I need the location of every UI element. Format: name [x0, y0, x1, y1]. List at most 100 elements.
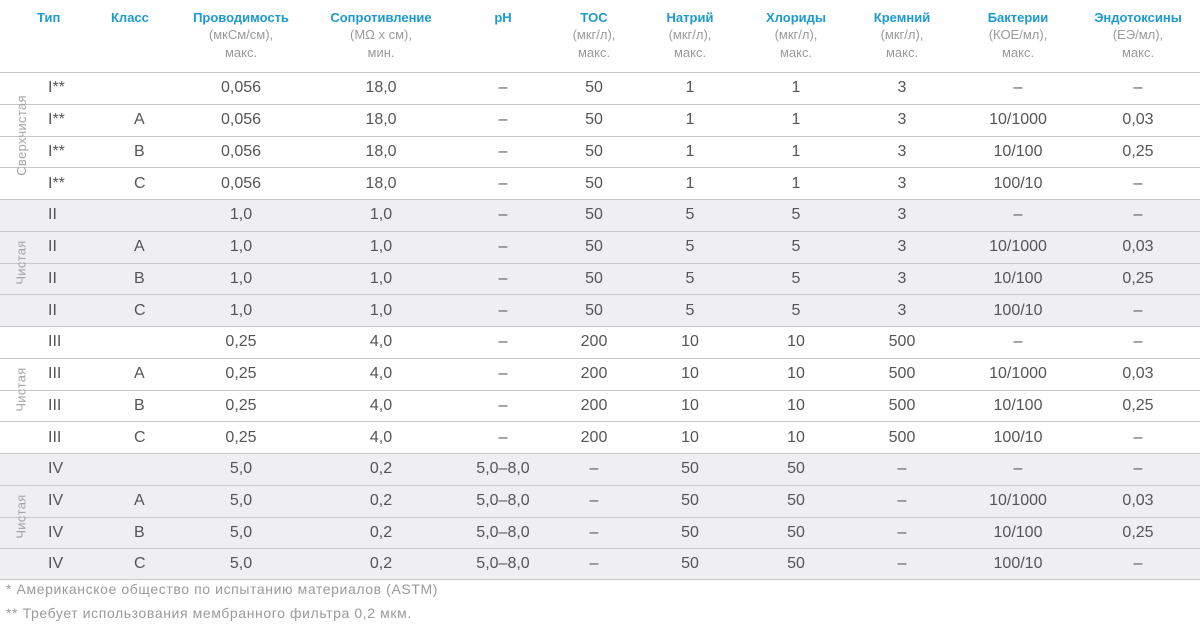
cell-bacteria: 100/10: [993, 555, 1043, 573]
cell-cond: 1,0: [229, 269, 253, 287]
header-bacteria-name: Бактерии: [987, 10, 1049, 25]
cell-silicon: 3: [897, 79, 907, 97]
cell-bacteria: –: [1013, 206, 1023, 224]
table-row: III C 0,25 4,0 – 200 10 10 500 100/10 –: [0, 421, 1200, 453]
cell-sodium: 10: [681, 333, 699, 351]
header-toc-name: TOC: [580, 10, 608, 25]
cell-silicon: 3: [897, 301, 907, 319]
cell-sodium: 50: [681, 460, 699, 478]
cell-silicon: 3: [897, 142, 907, 160]
cell-endotox: 0,03: [1122, 111, 1154, 129]
cell-chloride: 5: [791, 269, 801, 287]
table-row: III A 0,25 4,0 – 200 10 10 500 10/1000 0,03: [0, 357, 1200, 390]
cell-bacteria: –: [1013, 333, 1023, 351]
cell-class: B: [134, 142, 145, 160]
cell-cond: 0,25: [225, 365, 257, 383]
cell-endotox: 0,25: [1122, 142, 1154, 160]
cell-class: B: [134, 523, 145, 541]
footnote-astm: * Американское общество по испытанию мат…: [6, 581, 439, 597]
cell-silicon: 500: [888, 428, 916, 446]
cell-chloride: 50: [787, 460, 805, 478]
cell-sodium: 5: [685, 238, 695, 256]
cell-bacteria: 100/10: [993, 301, 1043, 319]
cell-endotox: 0,03: [1122, 238, 1154, 256]
cell-silicon: 3: [897, 111, 907, 129]
header-resist-name: Сопротивление: [330, 10, 432, 25]
cell-sodium: 10: [681, 396, 699, 414]
cell-endotox: –: [1133, 555, 1143, 573]
table-row: IV B 5,0 0,2 5,0–8,0 – 50 50 – 10/100 0,25: [0, 516, 1200, 549]
cell-endotox: 0,25: [1122, 523, 1154, 541]
cell-silicon: 3: [897, 269, 907, 287]
cell-bacteria: 10/1000: [989, 365, 1047, 383]
cell-toc: 200: [580, 428, 608, 446]
cell-class: C: [134, 301, 146, 319]
cell-toc: 50: [585, 206, 603, 224]
header-chloride-limit: макс.: [779, 45, 813, 60]
cell-ph: –: [498, 206, 508, 224]
cell-sodium: 5: [685, 301, 695, 319]
cell-toc: –: [589, 523, 599, 541]
cell-silicon: 3: [897, 174, 907, 192]
cell-type: I**: [48, 142, 65, 160]
cell-silicon: –: [897, 523, 907, 541]
cell-resist: 4,0: [369, 428, 393, 446]
group-label: Чистая: [0, 199, 42, 326]
cell-class: C: [134, 555, 146, 573]
cell-ph: –: [498, 396, 508, 414]
cell-resist: 0,2: [369, 555, 393, 573]
header-silicon-limit: макс.: [885, 45, 919, 60]
cell-sodium: 50: [681, 492, 699, 510]
cell-resist: 18,0: [365, 111, 397, 129]
cell-endotox: 0,03: [1122, 492, 1154, 510]
group-label: Сверхчистая: [0, 72, 42, 199]
cell-cond: 1,0: [229, 301, 253, 319]
header-endotox-limit: макс.: [1121, 45, 1155, 60]
cell-type: II: [48, 238, 57, 256]
header-endotox-unit: (ЕЭ/мл),: [1112, 27, 1164, 42]
cell-cond: 5,0: [229, 555, 253, 573]
cell-endotox: –: [1133, 460, 1143, 478]
cell-chloride: 50: [787, 555, 805, 573]
cell-cond: 0,056: [220, 174, 262, 192]
cell-resist: 4,0: [369, 333, 393, 351]
cell-type: I**: [48, 111, 65, 129]
cell-endotox: –: [1133, 206, 1143, 224]
cell-ph: –: [498, 111, 508, 129]
cell-toc: –: [589, 460, 599, 478]
cell-type: III: [48, 365, 62, 383]
cell-ph: –: [498, 301, 508, 319]
cell-resist: 1,0: [369, 301, 393, 319]
header-type-name: Тип: [37, 10, 61, 25]
cell-toc: –: [589, 555, 599, 573]
cell-type: IV: [48, 460, 64, 478]
cell-endotox: –: [1133, 174, 1143, 192]
cell-chloride: 10: [787, 428, 805, 446]
header-resist-unit: (MΩ x см),: [350, 27, 412, 42]
cell-cond: 1,0: [229, 238, 253, 256]
cell-toc: 200: [580, 333, 608, 351]
cell-resist: 18,0: [365, 174, 397, 192]
header-class-name: Класс: [111, 10, 149, 25]
cell-chloride: 5: [791, 238, 801, 256]
cell-bacteria: 10/1000: [989, 492, 1047, 510]
cell-class: B: [134, 396, 145, 414]
cell-silicon: –: [897, 492, 907, 510]
cell-resist: 1,0: [369, 206, 393, 224]
cell-bacteria: 100/10: [993, 428, 1043, 446]
cell-toc: –: [589, 492, 599, 510]
header-ph-name: pH: [494, 10, 512, 25]
cell-ph: –: [498, 142, 508, 160]
cell-cond: 0,25: [225, 428, 257, 446]
header-bacteria: Бактерии (КОЕ/мл), макс.: [948, 10, 1088, 62]
cell-chloride: 1: [791, 174, 801, 192]
cell-cond: 5,0: [229, 492, 253, 510]
table-row: I** 0,056 18,0 – 50 1 1 3 – –: [0, 72, 1200, 104]
footnote-membrane: ** Требует использования мембранного фил…: [6, 605, 412, 621]
group-label-text: Сверхчистая: [13, 95, 29, 176]
group-label-text: Чистая: [13, 240, 29, 285]
header-sodium-unit: (мкг/л),: [668, 27, 712, 42]
table-row: II 1,0 1,0 – 50 5 5 3 – –: [0, 199, 1200, 231]
cell-type: II: [48, 301, 57, 319]
cell-silicon: 3: [897, 238, 907, 256]
